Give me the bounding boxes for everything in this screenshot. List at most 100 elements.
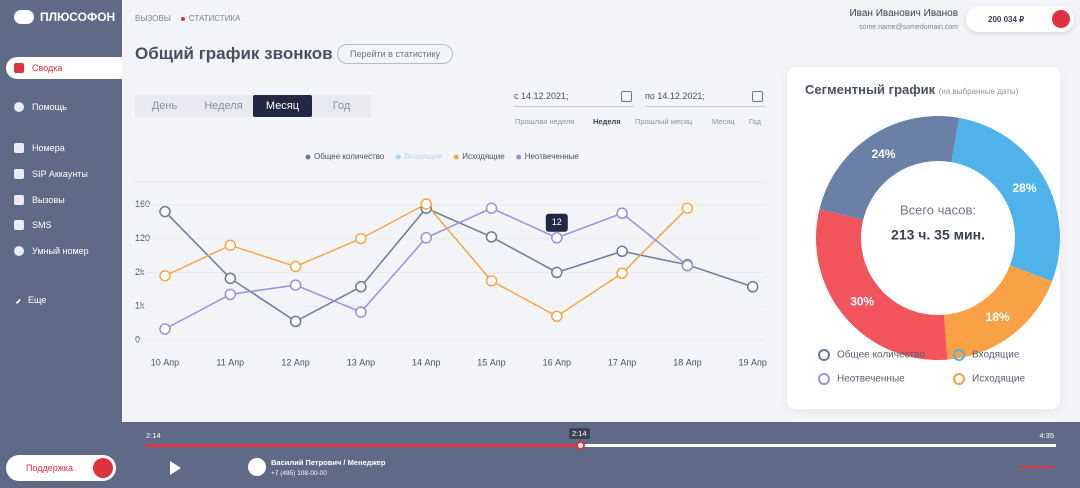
x-tick-label: 10 Апр (151, 357, 179, 367)
point (159, 323, 171, 335)
point (681, 202, 694, 214)
crumb-text: СТАТИСТИКА (188, 14, 241, 23)
menu-item[interactable]: Еще (0, 289, 122, 311)
point (746, 281, 759, 293)
support-button[interactable]: Поддержка (6, 455, 116, 481)
quick-link[interactable]: Год (749, 117, 761, 126)
menu-item[interactable]: SIP Аккаунты (0, 163, 122, 185)
segment (816, 209, 948, 360)
legend-dot (516, 154, 522, 160)
quick-link[interactable]: Месяц (712, 117, 735, 126)
menu-item[interactable]: Номера (0, 137, 122, 159)
point (616, 267, 628, 280)
time-elapsed: 2:14 (146, 431, 161, 440)
point (551, 232, 563, 244)
y-tick-label: 0 (135, 334, 140, 344)
play-button[interactable] (170, 461, 181, 475)
balance[interactable]: 200 034 ₽ (966, 6, 1074, 32)
legend-label: Общее количество (314, 152, 385, 161)
point (224, 239, 237, 252)
date-text: по 14.12.2021; (645, 91, 705, 101)
x-tick-label: 15 Апр (477, 357, 505, 367)
y-tick-label: 160 (135, 199, 150, 209)
contact-phone: +7 (495) 108-00-00 (271, 470, 327, 477)
tab[interactable]: День (151, 100, 178, 112)
legend-label: Входящие (404, 152, 442, 161)
legend-label: Исходящие (462, 152, 505, 161)
x-tick-label: 13 Апр (347, 357, 375, 367)
menu-item[interactable]: Умный номер (0, 240, 122, 262)
menu-item[interactable]: Помощь (0, 96, 122, 118)
menu-label: SIP Аккаунты (32, 169, 88, 179)
y-tick-label: 1k (135, 301, 145, 311)
menu-label: Сводка (32, 63, 63, 73)
stats-button[interactable]: Перейти в статистику (337, 44, 454, 64)
menu-item[interactable]: Сводка (6, 57, 122, 79)
date-from[interactable]: с 14.12.2021; (514, 91, 634, 107)
logo[interactable]: ПЛЮСОФОН (14, 10, 115, 24)
y-tick-label: 120 (135, 233, 150, 243)
page-title: Общий график звонков (135, 44, 333, 63)
point (289, 260, 302, 273)
sidebar: ПЛЮСОФОН Сводка Помощь Номера SIP Аккаун… (0, 0, 122, 488)
x-tick-label: 17 Апр (608, 357, 636, 367)
tooltip (545, 213, 568, 232)
segment-label: 30% (850, 295, 874, 309)
point (485, 275, 498, 287)
y-tick-label: 2k (135, 267, 145, 277)
point (224, 272, 237, 285)
menu-label: SMS (32, 220, 52, 230)
progress-knob[interactable] (576, 441, 585, 450)
segment (943, 265, 1053, 360)
menu-label: Помощь (32, 102, 67, 112)
logo-text: ПЛЮСОФОН (40, 10, 116, 24)
legend-label: Неотвеченные (525, 152, 580, 161)
menu-label: Вызовы (32, 195, 65, 205)
menu-label: Умный номер (32, 246, 89, 256)
center-value: 213 ч. 35 мин. (891, 227, 985, 243)
x-tick-label: 11 Апр (216, 357, 244, 367)
menu-item[interactable]: Вызовы (0, 189, 122, 211)
segment-label: 28% (1012, 181, 1036, 195)
quick-link[interactable]: Прошлый месяц (635, 117, 693, 126)
tab[interactable]: Год (332, 100, 351, 112)
legend-label: Общее количество (837, 349, 925, 361)
legend-dot (395, 154, 401, 160)
legend-ring (818, 373, 830, 385)
legend-label: Входящие (972, 350, 1020, 361)
progress-fill (146, 444, 580, 447)
segment (951, 117, 1060, 282)
crumb[interactable]: СТАТИСТИКА (180, 14, 241, 23)
position-label: 2:14 (569, 428, 590, 439)
point (485, 202, 498, 214)
point (485, 231, 498, 243)
series-line (164, 207, 753, 323)
menu-label: Номера (32, 143, 65, 153)
quick-link[interactable]: Прошлая неделя (515, 117, 575, 126)
point (616, 207, 628, 220)
title-text: Сегментный график (805, 82, 936, 97)
volume[interactable] (1020, 466, 1054, 468)
crumb[interactable]: ВЫЗОВЫ (135, 14, 171, 23)
series-line (164, 207, 688, 330)
progress-track[interactable] (146, 444, 1056, 447)
period-tabs: День Неделя Месяц Год (135, 95, 371, 117)
breadcrumb: ВЫЗОВЫ СТАТИСТИКА (135, 14, 240, 23)
legend-ring (953, 349, 965, 361)
contact-icon (248, 458, 266, 476)
tab[interactable]: Месяц (253, 95, 312, 117)
x-tick-label: 12 Апр (281, 357, 309, 367)
menu-item[interactable]: SMS (0, 214, 122, 236)
x-tick-label: 14 Апр (412, 357, 440, 367)
point (289, 315, 302, 328)
legend-dot (305, 154, 311, 160)
tab[interactable]: Неделя (204, 100, 243, 112)
date-to[interactable]: по 14.12.2021; (645, 91, 765, 107)
legend-label: Исходящие (972, 374, 1025, 385)
time-total: 4:35 (1039, 431, 1054, 440)
user: Иван Иванович Иванов some.name@somedomai… (849, 8, 958, 31)
quick-link[interactable]: Неделя (593, 117, 621, 126)
date-text: с 14.12.2021; (514, 91, 569, 101)
